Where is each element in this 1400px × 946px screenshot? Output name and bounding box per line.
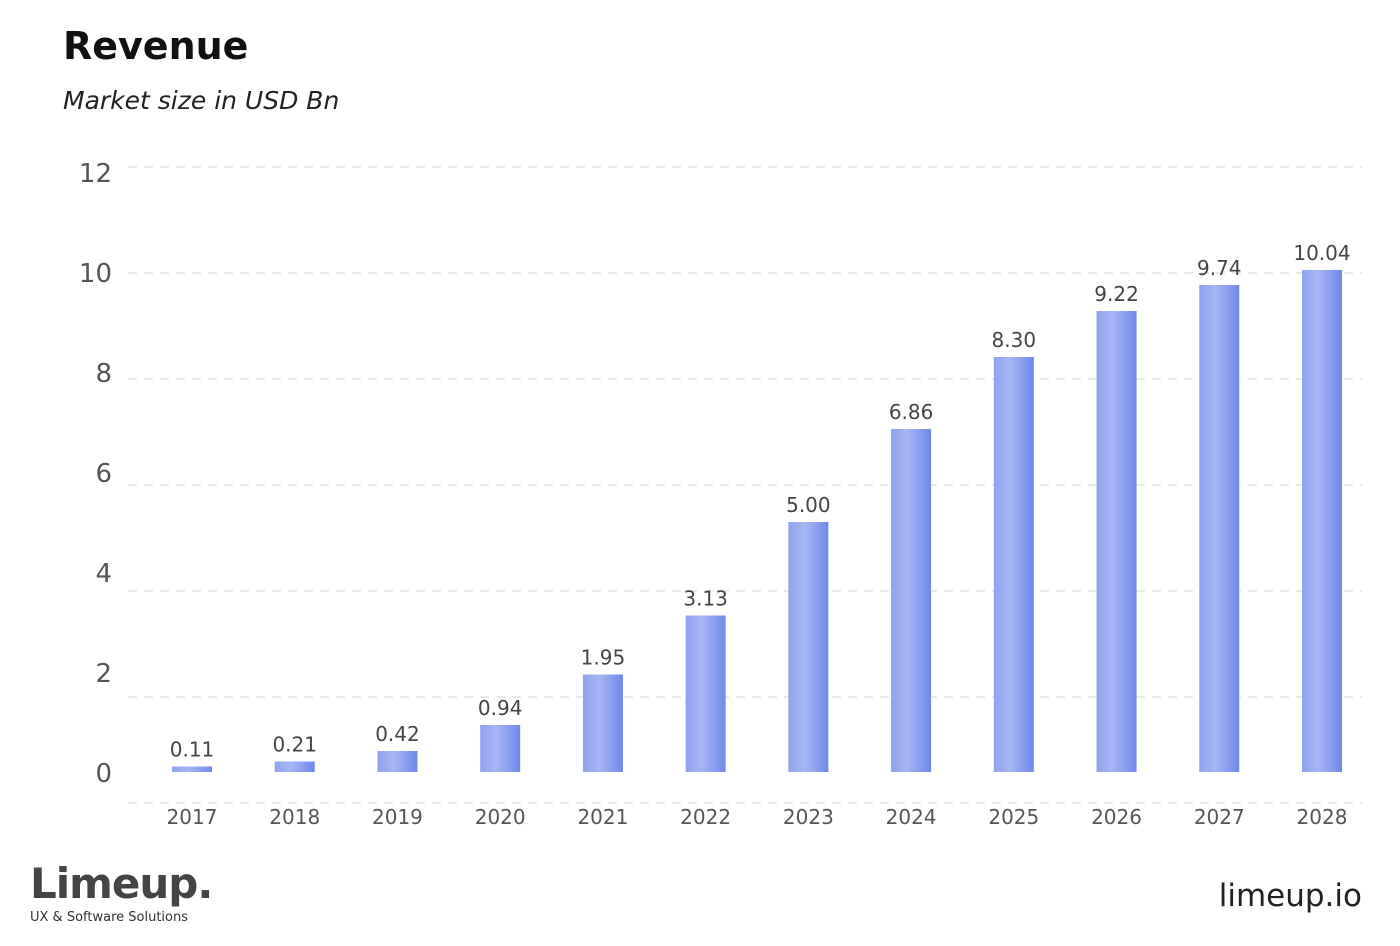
bar-2025 xyxy=(993,357,1034,772)
data-label: 3.13 xyxy=(683,587,728,611)
y-tick-label: 8 xyxy=(95,359,112,389)
chart-title: Revenue xyxy=(63,24,249,68)
bar-2023 xyxy=(788,522,829,772)
y-tick-label: 10 xyxy=(79,259,112,289)
y-tick-label: 4 xyxy=(95,559,112,589)
bar-2021 xyxy=(582,674,623,772)
bar-2028 xyxy=(1302,270,1342,772)
bar-2024 xyxy=(891,429,932,772)
bar-2027 xyxy=(1199,285,1240,772)
bar-2019 xyxy=(377,751,418,772)
data-label: 0.21 xyxy=(272,733,317,757)
x-tick-label: 2025 xyxy=(988,805,1039,829)
chart-subtitle: Market size in USD Bn xyxy=(63,86,340,115)
data-label: 5.00 xyxy=(786,493,831,517)
bar-2020 xyxy=(480,725,521,772)
x-tick-label: 2018 xyxy=(269,805,320,829)
y-tick-label: 12 xyxy=(79,159,112,189)
bar-2017 xyxy=(172,766,212,772)
data-label: 1.95 xyxy=(581,646,626,670)
bar-2022 xyxy=(685,615,726,772)
data-label: 6.86 xyxy=(889,400,934,424)
bar-2018 xyxy=(274,761,315,772)
x-tick-label: 2020 xyxy=(475,805,526,829)
bar-2026 xyxy=(1096,311,1137,772)
x-tick-label: 2023 xyxy=(783,805,834,829)
x-tick-label: 2022 xyxy=(680,805,731,829)
y-tick-label: 2 xyxy=(95,659,112,689)
data-label: 9.74 xyxy=(1197,256,1242,280)
y-tick-label: 6 xyxy=(95,459,112,489)
data-label: 0.42 xyxy=(375,722,420,746)
x-tick-label: 2021 xyxy=(577,805,628,829)
x-tick-label: 2028 xyxy=(1297,805,1348,829)
data-label: 10.04 xyxy=(1293,241,1350,265)
x-tick-label: 2024 xyxy=(886,805,937,829)
website-link[interactable]: limeup.io xyxy=(1218,878,1362,914)
limeup-logo: Limeup. UX & Software Solutions xyxy=(30,859,213,926)
logo-wordmark: Limeup. xyxy=(30,859,213,908)
logo-tagline: UX & Software Solutions xyxy=(30,910,188,925)
data-label: 9.22 xyxy=(1094,282,1139,306)
x-tick-label: 2019 xyxy=(372,805,423,829)
x-tick-label: 2027 xyxy=(1194,805,1245,829)
data-label: 8.30 xyxy=(992,328,1037,352)
x-tick-label: 2026 xyxy=(1091,805,1142,829)
y-tick-label: 0 xyxy=(95,759,112,789)
data-label: 0.94 xyxy=(478,696,523,720)
x-tick-label: 2017 xyxy=(167,805,218,829)
data-label: 0.11 xyxy=(170,738,215,762)
